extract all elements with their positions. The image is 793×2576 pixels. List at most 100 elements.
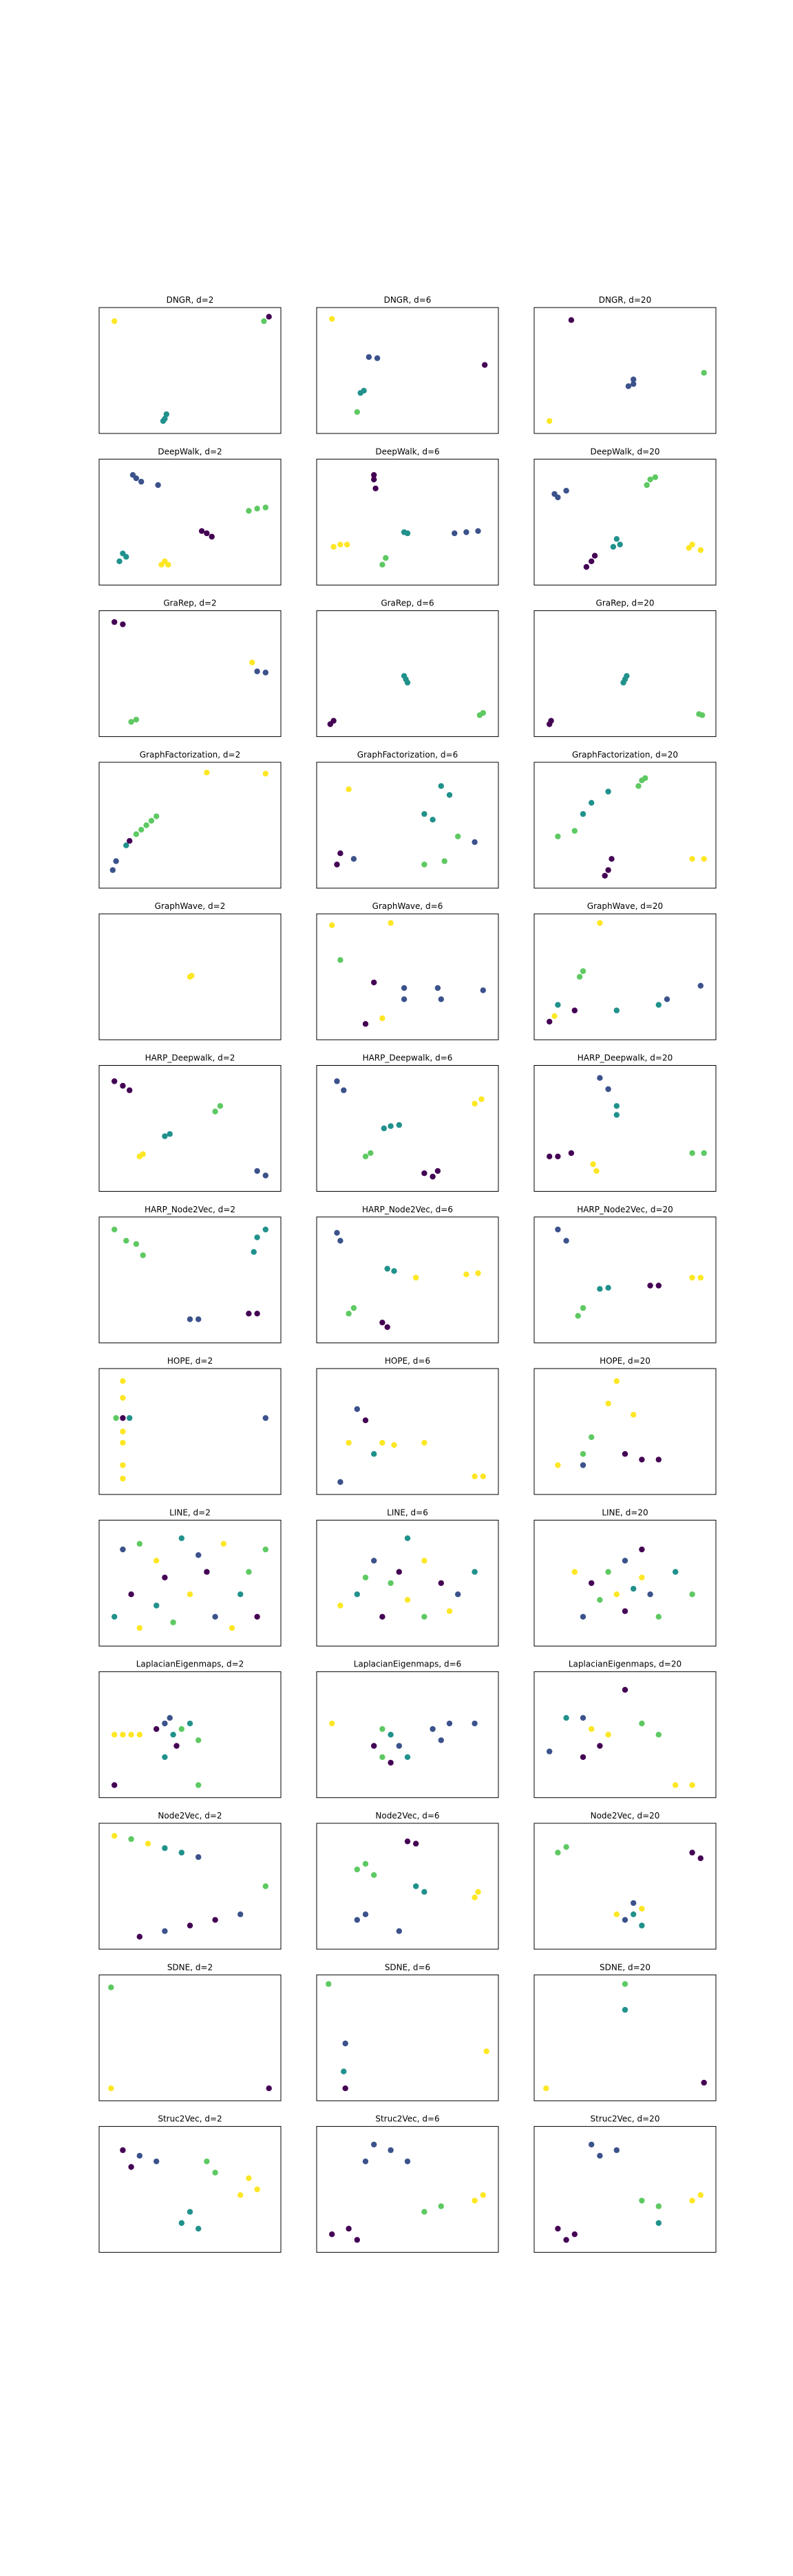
scatter-point <box>589 799 595 806</box>
scatter-point <box>262 1546 268 1553</box>
scatter-point <box>624 673 630 679</box>
scatter-point <box>379 1015 385 1022</box>
scatter-point <box>204 2158 210 2165</box>
scatter-point <box>187 1922 193 1929</box>
scatter-point <box>341 1087 347 1093</box>
scatter-point <box>605 1569 611 1575</box>
scatter-point <box>187 1591 193 1598</box>
scatter-point <box>563 2237 569 2243</box>
panel: HARP_Deepwalk, d=6 <box>316 1053 499 1192</box>
panel: LINE, d=6 <box>316 1507 499 1646</box>
scatter-point <box>254 1613 260 1620</box>
scatter-point <box>602 872 608 879</box>
scatter-point <box>154 1602 160 1609</box>
scatter-point <box>647 1282 653 1289</box>
panel-title: HARP_Deepwalk, d=20 <box>578 1053 673 1063</box>
scatter-point <box>401 673 408 679</box>
panel-title: Struc2Vec, d=6 <box>375 2114 439 2124</box>
scatter-point <box>480 2192 486 2198</box>
scatter-point <box>421 1439 427 1446</box>
panel-title: SDNE, d=6 <box>385 1962 430 1972</box>
axes-frame <box>533 307 717 434</box>
scatter-point <box>371 1872 377 1878</box>
scatter-point <box>568 1150 575 1157</box>
scatter-point <box>421 2209 427 2215</box>
scatter-point <box>551 1013 558 1020</box>
scatter-point <box>362 1911 369 1918</box>
scatter-point <box>354 1406 360 1413</box>
scatter-point <box>571 828 578 834</box>
scatter-point <box>622 1558 628 1564</box>
scatter-point <box>622 1686 628 1693</box>
scatter-point <box>396 1121 402 1128</box>
scatter-point <box>622 1981 628 1987</box>
panel: HARP_Node2Vec, d=6 <box>316 1205 499 1344</box>
axes-frame <box>316 307 499 434</box>
scatter-point <box>334 1078 340 1084</box>
scatter-point <box>379 1320 385 1326</box>
scatter-point <box>246 508 252 514</box>
panel-title: HARP_Node2Vec, d=2 <box>145 1205 235 1214</box>
scatter-point <box>463 529 469 535</box>
panel: HOPE, d=2 <box>98 1356 282 1495</box>
scatter-point <box>401 529 408 535</box>
scatter-point <box>396 1569 402 1575</box>
scatter-point <box>362 1153 369 1160</box>
panel-title: DeepWalk, d=20 <box>591 447 660 456</box>
scatter-point <box>655 2220 662 2226</box>
panel-title: DNGR, d=6 <box>384 295 432 305</box>
panel: LaplacianEigenmaps, d=20 <box>533 1660 717 1799</box>
scatter-point <box>430 1726 436 1732</box>
scatter-point <box>337 1602 343 1609</box>
scatter-point <box>162 1720 168 1727</box>
scatter-point <box>639 1905 645 1912</box>
axes-frame <box>533 1368 717 1495</box>
scatter-point <box>154 1726 160 1732</box>
scatter-point <box>463 1271 469 1278</box>
scatter-point <box>555 1226 561 1233</box>
panel: SDNE, d=6 <box>316 1962 499 2101</box>
scatter-point <box>371 476 377 483</box>
scatter-point <box>388 2147 394 2154</box>
axes-frame <box>98 307 282 434</box>
scatter-point <box>472 839 478 846</box>
axes-frame <box>533 458 717 586</box>
scatter-point <box>366 354 372 361</box>
scatter-point <box>655 1457 662 1463</box>
scatter-point <box>123 554 129 560</box>
scatter-point <box>697 2192 704 2198</box>
panel-title: GraRep, d=20 <box>596 599 655 608</box>
scatter-point <box>475 1270 481 1276</box>
scatter-point <box>438 996 444 1002</box>
scatter-point <box>655 1732 662 1738</box>
panel: DNGR, d=20 <box>533 295 717 434</box>
scatter-point <box>371 1743 377 1749</box>
scatter-point <box>589 1434 595 1440</box>
scatter-point <box>127 1087 133 1093</box>
scatter-point <box>609 856 615 862</box>
scatter-point <box>605 1285 611 1291</box>
scatter-point <box>613 1378 620 1384</box>
scatter-point <box>455 833 461 839</box>
scatter-point <box>613 536 620 542</box>
scatter-point <box>379 1613 385 1620</box>
scatter-point <box>140 1151 146 1157</box>
scatter-point <box>123 1238 129 1244</box>
scatter-point <box>446 1720 453 1727</box>
scatter-point <box>635 783 642 789</box>
scatter-point <box>622 1451 628 1457</box>
scatter-point <box>655 2203 662 2209</box>
panel: Struc2Vec, d=6 <box>316 2114 499 2253</box>
scatter-point <box>563 488 569 494</box>
panel-title: LINE, d=2 <box>169 1507 211 1517</box>
scatter-point <box>136 1541 142 1547</box>
scatter-point <box>109 867 116 873</box>
panel: GraphFactorization, d=6 <box>316 750 499 889</box>
axes-frame <box>533 610 717 738</box>
axes-frame <box>98 1368 282 1495</box>
scatter-point <box>162 1574 168 1580</box>
scatter-point <box>251 1249 257 1255</box>
scatter-point <box>165 561 171 568</box>
scatter-point <box>622 1917 628 1923</box>
